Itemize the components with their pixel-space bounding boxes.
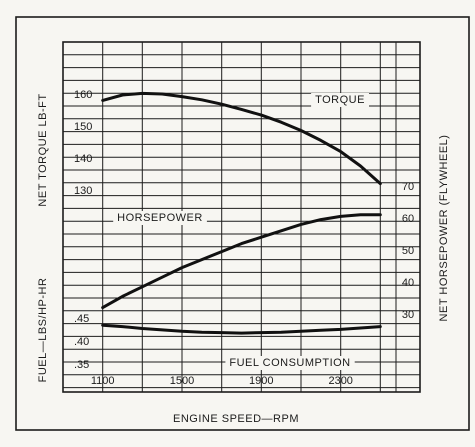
- y-axis-title-torque: NET TORQUE LB-FT: [37, 93, 49, 206]
- x-tick-label: 1500: [170, 375, 194, 387]
- y-tick-label-horsepower: 60: [402, 213, 414, 225]
- chart-frame: [15, 16, 470, 431]
- y-axis-title-fuel: FUEL—LBS/HP-HR: [37, 278, 49, 383]
- series-label-background: [113, 211, 207, 225]
- x-axis-title: ENGINE SPEED—RPM: [173, 413, 299, 425]
- y-tick-label-torque: 150: [74, 121, 92, 133]
- y-tick-label-horsepower: 40: [402, 277, 414, 289]
- y-tick-label-torque: 160: [74, 89, 92, 101]
- series-lines: [101, 91, 382, 335]
- series-label-background: [225, 356, 355, 370]
- y-tick-label-fuel: .45: [74, 313, 89, 325]
- x-tick-label: 1900: [249, 375, 273, 387]
- y-axis-title-horsepower: NET HORSEPOWER (FLYWHEEL): [438, 135, 450, 322]
- y-tick-label-horsepower: 30: [402, 309, 414, 321]
- y-tick-label-horsepower: 50: [402, 245, 414, 257]
- axis-and-series-labels: ENGINE SPEED—RPM NET TORQUE LB-FT FUEL—L…: [37, 93, 450, 425]
- series-label-horsepower: HORSEPOWER: [117, 212, 203, 224]
- series-label-background: [311, 93, 369, 107]
- y-tick-label-torque: 140: [74, 153, 92, 165]
- y-tick-label-torque: 130: [74, 185, 92, 197]
- x-tick-label: 2300: [328, 375, 352, 387]
- series-line-torque: [101, 91, 382, 186]
- grid: [63, 42, 420, 392]
- y-tick-label-fuel: .40: [74, 336, 89, 348]
- series-label-torque: TORQUE: [315, 94, 365, 106]
- tick-labels: TORQUE HORSEPOWER FUEL CONSUMPTION 1100 1500…: [74, 89, 414, 387]
- y-tick-label-horsepower: 70: [402, 181, 414, 193]
- series-line-horsepower: [101, 213, 382, 310]
- series-label-fuel-consumption: FUEL CONSUMPTION: [229, 357, 350, 369]
- plot-border: [62, 41, 421, 393]
- series-line-fuel-consumption: [101, 323, 382, 335]
- y-tick-label-fuel: .35: [74, 359, 89, 371]
- x-tick-label: 1100: [91, 375, 115, 387]
